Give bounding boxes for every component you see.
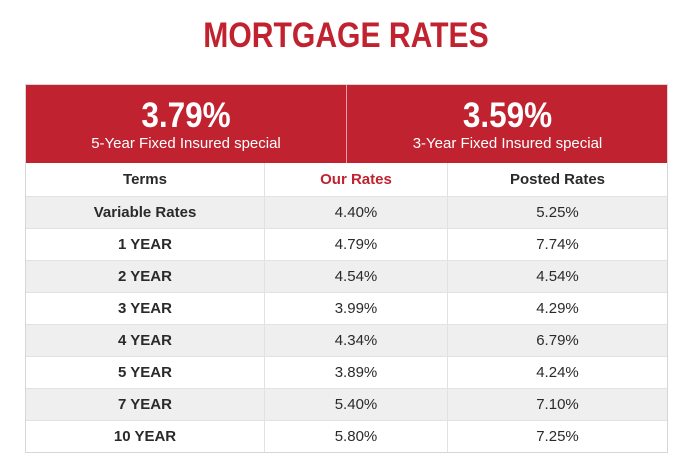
special-3-year: 3.59% 3-Year Fixed Insured special bbox=[347, 85, 668, 163]
special-label: 3-Year Fixed Insured special bbox=[412, 135, 603, 152]
posted-rate-cell: 7.10% bbox=[536, 396, 579, 413]
page-title: MORTGAGE RATES bbox=[203, 16, 489, 55]
term-cell: 3 YEAR bbox=[26, 293, 265, 324]
special-5-year: 3.79% 5-Year Fixed Insured special bbox=[26, 85, 347, 163]
our-rate-cell: 4.54% bbox=[265, 261, 448, 292]
posted-rate-cell: 4.54% bbox=[536, 268, 579, 285]
our-rate-cell: 4.40% bbox=[265, 197, 448, 228]
table-row: 5 YEAR 3.89% 4.24% bbox=[26, 356, 667, 388]
table-row: 10 YEAR 5.80% 7.25% bbox=[26, 420, 667, 452]
special-rate: 3.59% bbox=[462, 96, 553, 135]
posted-rate-cell: 7.74% bbox=[536, 236, 579, 253]
table-row: 1 YEAR 4.79% 7.74% bbox=[26, 228, 667, 260]
table-row: 4 YEAR 4.34% 6.79% bbox=[26, 324, 667, 356]
table-row: 2 YEAR 4.54% 4.54% bbox=[26, 260, 667, 292]
table-header-row: Terms Our Rates Posted Rates bbox=[26, 163, 667, 196]
special-rate: 3.79% bbox=[141, 96, 231, 135]
our-rate-cell: 3.99% bbox=[265, 293, 448, 324]
term-cell: Variable Rates bbox=[26, 197, 265, 228]
header-our-rates: Our Rates bbox=[265, 163, 448, 196]
posted-rate-cell: 6.79% bbox=[536, 332, 579, 349]
term-cell: 2 YEAR bbox=[26, 261, 265, 292]
term-cell: 5 YEAR bbox=[26, 357, 265, 388]
our-rate-cell: 3.89% bbox=[265, 357, 448, 388]
term-cell: 4 YEAR bbox=[26, 325, 265, 356]
our-rate-cell: 4.79% bbox=[265, 229, 448, 260]
term-cell: 7 YEAR bbox=[26, 389, 265, 420]
special-label: 5-Year Fixed Insured special bbox=[91, 135, 281, 152]
term-cell: 1 YEAR bbox=[26, 229, 265, 260]
table-row: 3 YEAR 3.99% 4.29% bbox=[26, 292, 667, 324]
header-terms: Terms bbox=[26, 163, 265, 196]
posted-rate-cell: 7.25% bbox=[536, 428, 579, 445]
our-rate-cell: 5.80% bbox=[265, 421, 448, 452]
specials-banner: 3.79% 5-Year Fixed Insured special 3.59%… bbox=[26, 85, 667, 163]
mortgage-rates-table: 3.79% 5-Year Fixed Insured special 3.59%… bbox=[25, 84, 668, 453]
posted-rate-cell: 4.29% bbox=[536, 300, 579, 317]
our-rate-cell: 5.40% bbox=[265, 389, 448, 420]
header-posted-rates: Posted Rates bbox=[509, 171, 606, 188]
term-cell: 10 YEAR bbox=[26, 421, 265, 452]
table-row: 7 YEAR 5.40% 7.10% bbox=[26, 388, 667, 420]
table-row: Variable Rates 4.40% 5.25% bbox=[26, 196, 667, 228]
our-rate-cell: 4.34% bbox=[265, 325, 448, 356]
posted-rate-cell: 5.25% bbox=[536, 204, 579, 221]
posted-rate-cell: 4.24% bbox=[536, 364, 579, 381]
